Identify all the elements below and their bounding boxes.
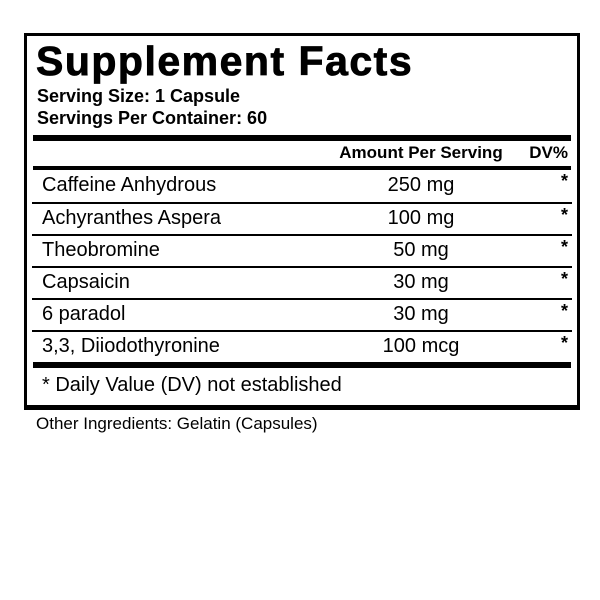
ingredient-rows: Caffeine Anhydrous 250 mg * Achyranthes …	[32, 170, 572, 362]
ingredient-dv: *	[560, 236, 568, 257]
ingredient-amount: 30 mg	[393, 271, 449, 294]
table-row: Achyranthes Aspera 100 mg *	[32, 201, 572, 234]
ingredient-amount: 100 mcg	[382, 335, 460, 358]
dv-footnote: * Daily Value (DV) not established	[42, 373, 342, 396]
divider-medium-header	[33, 165, 571, 170]
serving-size: Serving Size: 1 Capsule	[37, 85, 241, 106]
ingredient-name: Caffeine Anhydrous	[42, 174, 217, 197]
table-row: 3,3, Diiodothyronine 100 mcg *	[32, 329, 572, 362]
ingredient-dv: *	[560, 268, 568, 289]
ingredient-name: 6 paradol	[42, 303, 126, 326]
divider-thick-top	[33, 134, 571, 141]
panel-title: Supplement Facts	[36, 38, 414, 84]
table-row: Theobromine 50 mg *	[32, 233, 572, 266]
ingredient-amount: 250 mg	[387, 174, 455, 197]
dv-percent-header: DV%	[529, 143, 568, 163]
ingredient-name: Capsaicin	[42, 271, 130, 294]
serving-info: Serving Size: 1 Capsule Servings Per Con…	[32, 85, 572, 129]
amount-per-serving-header: Amount Per Serving	[339, 143, 503, 163]
other-ingredients: Other Ingredients: Gelatin (Capsules)	[36, 414, 318, 433]
ingredient-name: Achyranthes Aspera	[42, 207, 221, 230]
ingredient-dv: *	[560, 170, 568, 191]
table-header-row: Amount Per Serving DV%	[32, 141, 572, 166]
table-row: 6 paradol 30 mg *	[32, 297, 572, 330]
servings-per-container: Servings Per Container: 60	[37, 107, 268, 128]
ingredient-dv: *	[560, 204, 568, 225]
divider-thick-bottom	[33, 361, 571, 368]
ingredient-amount: 50 mg	[393, 239, 449, 262]
ingredient-amount: 30 mg	[393, 303, 449, 326]
ingredient-dv: *	[560, 300, 568, 321]
ingredient-amount: 100 mg	[387, 207, 455, 230]
table-row: Capsaicin 30 mg *	[32, 265, 572, 298]
table-row: Caffeine Anhydrous 250 mg *	[32, 170, 572, 202]
supplement-facts-panel: Supplement Facts Serving Size: 1 Capsule…	[24, 33, 580, 410]
ingredient-name: Theobromine	[42, 239, 160, 262]
ingredient-dv: *	[560, 332, 568, 353]
ingredient-name: 3,3, Diiodothyronine	[42, 335, 220, 358]
